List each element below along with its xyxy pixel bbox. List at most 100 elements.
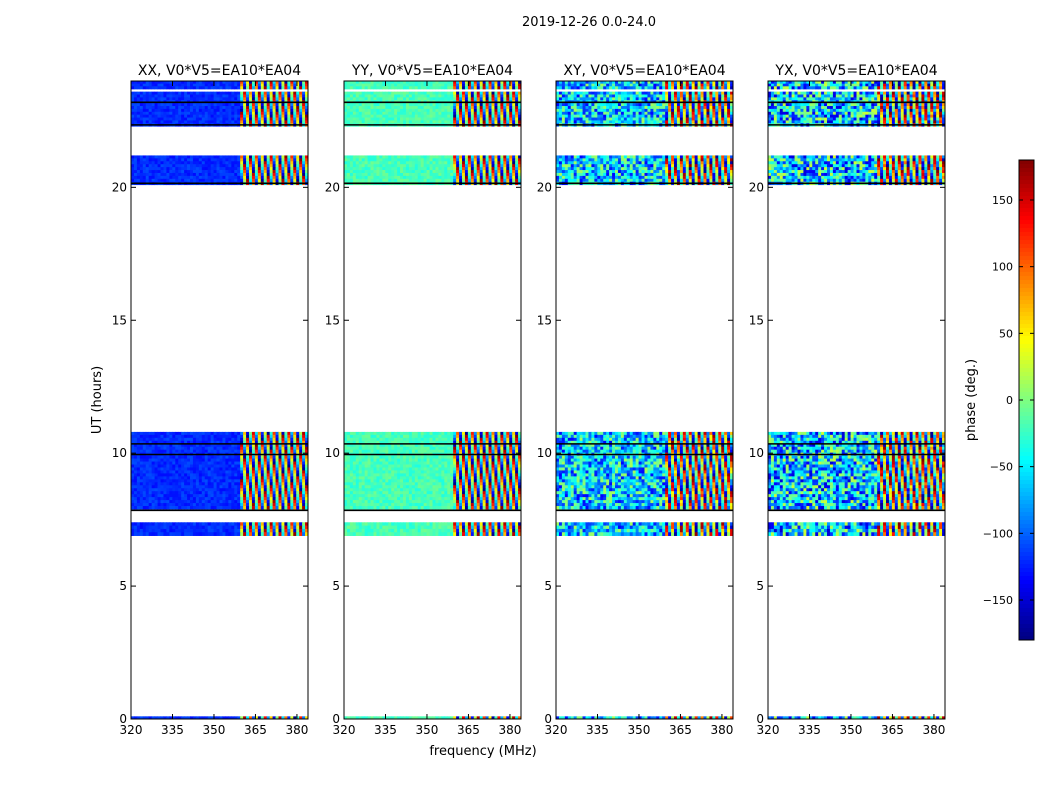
colorbar-swatch [1019, 180, 1034, 185]
colorbar-swatch [1019, 620, 1034, 625]
colorbar-swatch [1019, 192, 1034, 197]
panels: XX, V0*V5=EA10*EA04 0 5 10 15 20 320 335 350 365 3… [112, 63, 946, 737]
panel-title: YY, V0*V5=EA10*EA04 [351, 63, 513, 79]
colorbar-swatch [1019, 420, 1034, 425]
x-tick-label: 380 [498, 723, 521, 737]
colorbar-swatch [1019, 360, 1034, 365]
colorbar-swatch [1019, 548, 1034, 553]
y-tick-label: 15 [112, 313, 127, 327]
colorbar-tick-label: −50 [990, 461, 1013, 474]
colorbar-swatch [1019, 584, 1034, 589]
colorbar-swatch [1019, 276, 1034, 281]
colorbar-swatch [1019, 396, 1034, 401]
colorbar-swatch [1019, 204, 1034, 209]
colorbar-swatch [1019, 340, 1034, 345]
colorbar-tick-label: −150 [983, 594, 1013, 607]
colorbar-swatch [1019, 380, 1034, 385]
x-tick-label: 380 [285, 723, 308, 737]
y-axis-label: UT (hours) [90, 366, 105, 434]
colorbar-swatch [1019, 576, 1034, 581]
x-tick-label: 380 [710, 723, 733, 737]
colorbar-swatch [1019, 476, 1034, 481]
colorbar-swatch [1019, 272, 1034, 277]
x-tick-label: 335 [798, 723, 821, 737]
x-tick-label: 365 [457, 723, 480, 737]
y-tick-label: 0 [119, 712, 127, 726]
colorbar-swatch [1019, 628, 1034, 633]
colorbar-tick-label: 50 [999, 327, 1013, 340]
y-tick-label: 15 [325, 313, 340, 327]
colorbar-swatch [1019, 336, 1034, 341]
colorbar-swatch [1019, 372, 1034, 377]
colorbar-swatch [1019, 232, 1034, 237]
colorbar-swatch [1019, 408, 1034, 413]
colorbar-swatch [1019, 348, 1034, 353]
colorbar-swatch [1019, 188, 1034, 193]
x-tick-label: 365 [244, 723, 267, 737]
plot-area [344, 81, 521, 719]
colorbar-swatch [1019, 324, 1034, 329]
x-tick-label: 335 [586, 723, 609, 737]
colorbar-swatch [1019, 248, 1034, 253]
colorbar-swatch [1019, 352, 1034, 357]
colorbar-swatch [1019, 292, 1034, 297]
colorbar-swatch [1019, 168, 1034, 173]
colorbar-swatch [1019, 532, 1034, 537]
colorbar-swatch [1019, 480, 1034, 485]
y-tick-label: 0 [756, 712, 764, 726]
colorbar-swatch [1019, 516, 1034, 521]
colorbar-swatch [1019, 404, 1034, 409]
colorbar-swatch [1019, 444, 1034, 449]
y-tick-label: 5 [756, 579, 764, 593]
colorbar-swatch [1019, 632, 1034, 637]
colorbar-swatch [1019, 472, 1034, 477]
colorbar-swatch [1019, 508, 1034, 513]
panel-title: XX, V0*V5=EA10*EA04 [138, 63, 301, 79]
colorbar-swatch [1019, 328, 1034, 333]
colorbar-swatch [1019, 284, 1034, 289]
colorbar-swatch [1019, 636, 1034, 641]
colorbar-swatch [1019, 388, 1034, 393]
x-tick-label: 350 [628, 723, 651, 737]
axes-frame [130, 80, 309, 720]
colorbar-swatch [1019, 496, 1034, 501]
colorbar-swatch [1019, 264, 1034, 269]
colorbar-swatch [1019, 368, 1034, 373]
colorbar-swatch [1019, 308, 1034, 313]
colorbar-swatch [1019, 556, 1034, 561]
colorbar-swatch [1019, 176, 1034, 181]
heatmap-xy [556, 81, 734, 720]
x-tick-label: 365 [669, 723, 692, 737]
colorbar-swatch [1019, 260, 1034, 265]
colorbar-swatch [1019, 424, 1034, 429]
colorbar-swatch [1019, 560, 1034, 565]
axes-frame [343, 80, 522, 720]
colorbar-swatch [1019, 552, 1034, 557]
colorbar-swatch [1019, 572, 1034, 577]
x-tick-label: 365 [881, 723, 904, 737]
panel-xx: XX, V0*V5=EA10*EA04 0 5 10 15 20 320 335 350 365 3… [112, 63, 309, 737]
colorbar-swatch [1019, 484, 1034, 489]
colorbar-swatch [1019, 564, 1034, 569]
y-tick-label: 5 [332, 579, 340, 593]
colorbar-swatch [1019, 172, 1034, 177]
panel-yx: YX, V0*V5=EA10*EA04 0 5 10 15 20 320 335 350 365 3… [749, 63, 946, 737]
heatmap-yy [344, 81, 522, 720]
x-tick-label: 350 [416, 723, 439, 737]
colorbar-swatch [1019, 456, 1034, 461]
colorbar-swatch [1019, 604, 1034, 609]
colorbar-tick-label: 100 [992, 261, 1013, 274]
y-tick-label: 20 [749, 180, 764, 194]
x-tick-label: 335 [374, 723, 397, 737]
colorbar-swatch [1019, 448, 1034, 453]
colorbar-swatch [1019, 524, 1034, 529]
plot-area [131, 81, 308, 719]
y-tick-label: 20 [112, 180, 127, 194]
y-tick-label: 5 [544, 579, 552, 593]
x-tick-label: 380 [922, 723, 945, 737]
colorbar-swatch [1019, 464, 1034, 469]
figure-title: 2019-12-26 0.0-24.0 [522, 15, 656, 30]
colorbar-swatch [1019, 364, 1034, 369]
colorbar-swatch [1019, 544, 1034, 549]
y-tick-label: 20 [537, 180, 552, 194]
